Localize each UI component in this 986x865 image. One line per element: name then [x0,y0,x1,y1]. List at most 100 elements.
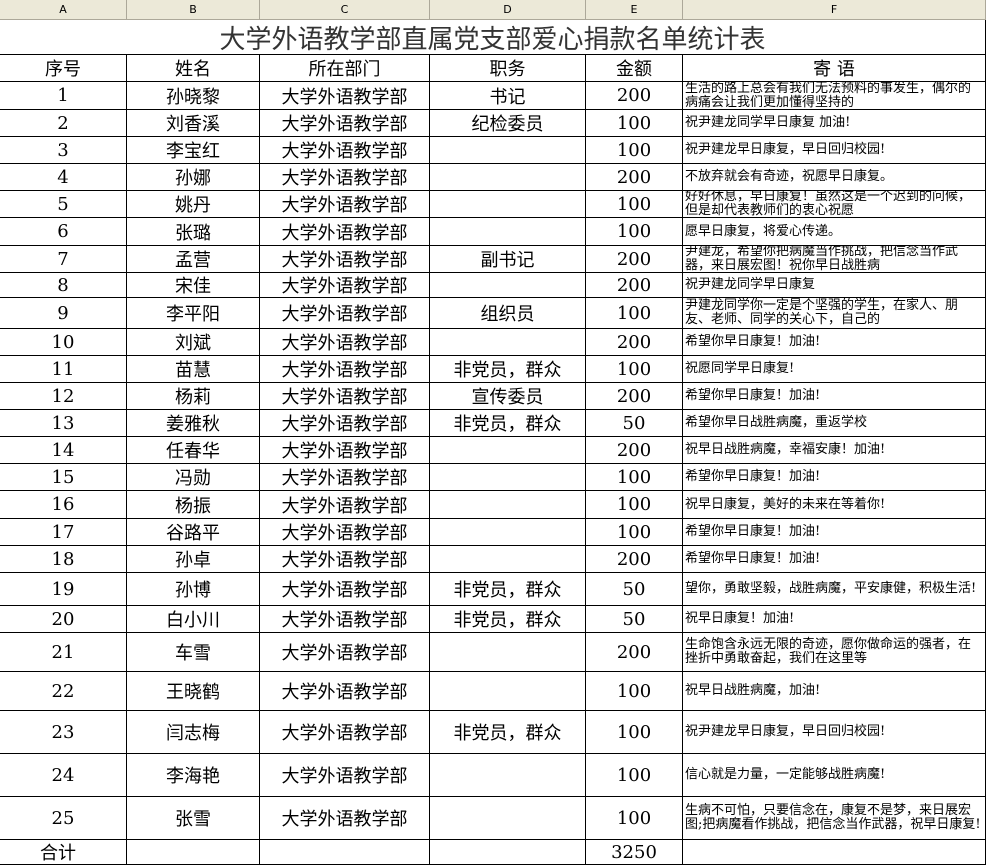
data-cell: 200 [586,164,683,191]
data-cell: 张璐 [127,218,260,246]
data-cell: 苗慧 [127,356,260,383]
message-cell: 信心就是力量，一定能够战胜病魔! [683,754,986,797]
data-cell: 100 [586,491,683,519]
message-cell: 希望你早日康复！加油! [683,329,986,356]
data-cell: 孟营 [127,246,260,273]
data-cell: 非党员，群众 [430,356,586,383]
data-cell: 非党员，群众 [430,573,586,606]
data-cell: 大学外语教学部 [260,410,430,437]
total-cell [683,840,986,865]
message-cell: 生病不可怕，只要信念在，康复不是梦，来日展宏图;把病魔看作挑战，把信念当作武器，… [683,797,986,840]
data-cell: 冯勋 [127,464,260,491]
data-cell: 20 [0,606,127,633]
data-cell: 100 [586,464,683,491]
data-cell: 王晓鹤 [127,672,260,711]
data-cell: 8 [0,273,127,298]
message-cell: 愿早日康复，将爱心传递。 [683,218,986,246]
data-cell: 孙卓 [127,546,260,573]
data-cell: 16 [0,491,127,519]
data-cell: 刘香溪 [127,110,260,137]
data-cell [430,273,586,298]
message-cell: 生活的路上总会有我们无法预料的事发生，偶尔的病痛会让我们更加懂得坚持的 [683,82,986,110]
data-cell: 100 [586,191,683,218]
data-cell: 15 [0,464,127,491]
message-cell: 不放弃就会有奇迹，祝愿早日康复。 [683,164,986,191]
data-cell: 大学外语教学部 [260,633,430,672]
data-cell: 纪检委员 [430,110,586,137]
data-cell: 200 [586,633,683,672]
data-cell: 12 [0,383,127,410]
message-cell: 祝早日战胜病魔，幸福安康！加油! [683,437,986,464]
data-cell: 大学外语教学部 [260,464,430,491]
data-cell: 1 [0,82,127,110]
data-cell: 大学外语教学部 [260,191,430,218]
data-cell: 谷路平 [127,519,260,546]
data-cell: 22 [0,672,127,711]
data-cell [430,633,586,672]
data-cell: 张雪 [127,797,260,840]
header-cell: 寄 语 [683,55,986,82]
data-cell [430,546,586,573]
data-cell: 姚丹 [127,191,260,218]
data-cell: 大学外语教学部 [260,164,430,191]
data-cell: 大学外语教学部 [260,110,430,137]
data-cell: 杨振 [127,491,260,519]
data-cell [430,797,586,840]
data-cell: 任春华 [127,437,260,464]
data-cell [430,754,586,797]
data-cell [430,672,586,711]
data-cell: 李海艳 [127,754,260,797]
data-cell: 宣传委员 [430,383,586,410]
data-cell [430,191,586,218]
data-cell: 大学外语教学部 [260,437,430,464]
data-cell: 宋佳 [127,273,260,298]
message-cell: 尹建龙，希望你把病魔当作挑战，把信念当作武器，来日展宏图！祝你早日战胜病 [683,246,986,273]
total-amount: 3250 [586,840,683,865]
data-cell: 大学外语教学部 [260,273,430,298]
message-cell: 希望你早日康复！加油! [683,519,986,546]
data-cell: 大学外语教学部 [260,329,430,356]
data-cell: 200 [586,329,683,356]
data-cell: 大学外语教学部 [260,754,430,797]
data-cell [430,218,586,246]
data-cell [430,437,586,464]
data-cell: 大学外语教学部 [260,672,430,711]
data-cell: 100 [586,298,683,329]
message-cell: 希望你早日康复！加油! [683,383,986,410]
total-cell [430,840,586,865]
data-cell: 白小川 [127,606,260,633]
data-cell: 100 [586,356,683,383]
data-cell: 大学外语教学部 [260,711,430,754]
header-cell: 金额 [586,55,683,82]
data-cell: 13 [0,410,127,437]
data-cell: 姜雅秋 [127,410,260,437]
data-cell [430,519,586,546]
data-cell: 7 [0,246,127,273]
data-cell: 100 [586,754,683,797]
data-cell: 2 [0,110,127,137]
column-letter: D [430,0,586,20]
data-cell: 孙晓黎 [127,82,260,110]
column-letter: A [0,0,127,20]
data-cell: 200 [586,383,683,410]
sheet-title: 大学外语教学部直属党支部爱心捐款名单统计表 [0,20,986,55]
data-cell: 大学外语教学部 [260,298,430,329]
data-cell: 大学外语教学部 [260,519,430,546]
data-cell: 大学外语教学部 [260,573,430,606]
data-cell: 6 [0,218,127,246]
data-cell: 50 [586,573,683,606]
data-cell: 车雪 [127,633,260,672]
data-cell: 非党员，群众 [430,606,586,633]
data-cell: 200 [586,82,683,110]
data-cell: 14 [0,437,127,464]
data-cell: 100 [586,110,683,137]
data-cell: 23 [0,711,127,754]
data-cell: 100 [586,672,683,711]
data-cell: 大学外语教学部 [260,218,430,246]
data-cell: 李宝红 [127,137,260,164]
data-cell: 孙娜 [127,164,260,191]
data-cell: 大学外语教学部 [260,606,430,633]
data-cell: 200 [586,437,683,464]
data-cell: 200 [586,546,683,573]
